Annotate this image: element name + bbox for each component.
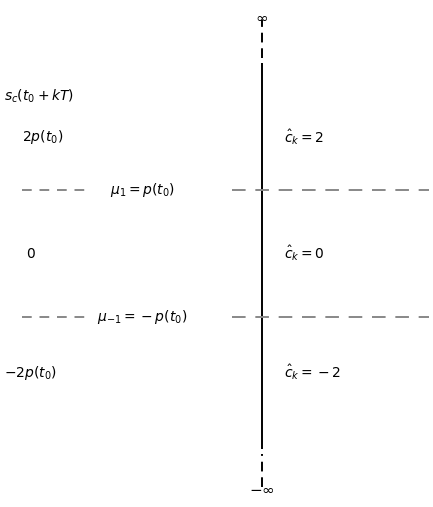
Text: $\infty$: $\infty$ bbox=[255, 10, 268, 25]
Text: $\hat{c}_k = 2$: $\hat{c}_k = 2$ bbox=[284, 127, 324, 147]
Text: $-\infty$: $-\infty$ bbox=[249, 482, 275, 497]
Text: $s_c(t_0 + kT)$: $s_c(t_0 + kT)$ bbox=[4, 88, 74, 105]
Text: $-2p(t_0)$: $-2p(t_0)$ bbox=[4, 364, 57, 382]
Text: $\hat{c}_k = -2$: $\hat{c}_k = -2$ bbox=[284, 363, 341, 382]
Text: $0$: $0$ bbox=[26, 246, 36, 261]
Text: $\mu_1 = p(t_0)$: $\mu_1 = p(t_0)$ bbox=[110, 181, 175, 199]
Text: $2p(t_0)$: $2p(t_0)$ bbox=[22, 128, 63, 146]
Text: $\hat{c}_k = 0$: $\hat{c}_k = 0$ bbox=[284, 244, 324, 263]
Text: $\mu_{-1} = -p(t_0)$: $\mu_{-1} = -p(t_0)$ bbox=[97, 308, 187, 326]
